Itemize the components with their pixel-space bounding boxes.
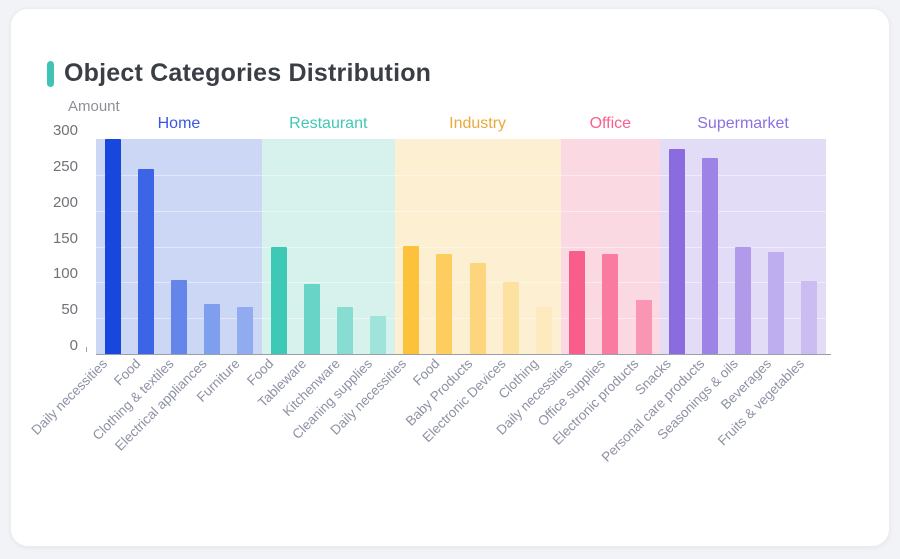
bar-home-clothing-textiles[interactable] — [170, 280, 187, 354]
x-tick — [86, 347, 87, 352]
bar-slot — [262, 139, 295, 354]
bar-slot — [594, 139, 627, 354]
bar-slot — [793, 139, 826, 354]
y-axis-title: Amount — [68, 98, 120, 115]
bar-slot — [96, 139, 129, 354]
title-accent-bar — [47, 60, 54, 87]
bar-slot — [229, 139, 262, 354]
bar-supermarket-personal-care-products[interactable] — [701, 158, 718, 354]
bar-slot — [162, 139, 195, 354]
bar-slot — [627, 139, 660, 354]
x-axis-line — [96, 354, 831, 355]
bar-slot — [494, 139, 527, 354]
bar-slot — [361, 139, 394, 354]
bar-slot — [196, 139, 229, 354]
category-band-restaurant — [261, 139, 395, 354]
bar-slot — [428, 139, 461, 354]
bar-supermarket-fruits-vegetables[interactable] — [801, 280, 818, 354]
category-band-home — [96, 139, 262, 354]
bar-home-electrical-appliances[interactable] — [204, 303, 221, 354]
y-tick-label-200: 200 — [52, 193, 78, 211]
bar-slot — [693, 139, 726, 354]
bar-industry-daily-necessities[interactable] — [403, 245, 420, 354]
bar-slot — [395, 139, 428, 354]
category-band-office — [560, 139, 661, 354]
bar-supermarket-seasonings-oils[interactable] — [735, 246, 752, 354]
bar-chart-plot-area — [96, 139, 826, 354]
chart-card: Object Categories Distribution Amount Ho… — [10, 8, 890, 547]
bar-supermarket-snacks[interactable] — [668, 149, 685, 354]
y-tick-label-300: 300 — [52, 122, 78, 139]
bar-slot — [129, 139, 162, 354]
bar-slot — [295, 139, 328, 354]
bar-industry-electronic-devices[interactable] — [502, 281, 519, 354]
group-label-restaurant: Restaurant — [289, 115, 368, 132]
bar-restaurant-food[interactable] — [270, 246, 287, 354]
bar-slot — [726, 139, 759, 354]
group-label-office: Office — [589, 115, 632, 132]
bar-restaurant-kitchenware[interactable] — [336, 306, 353, 354]
bar-office-office-supplies[interactable] — [602, 253, 619, 354]
bar-industry-clothing[interactable] — [535, 307, 552, 354]
category-band-supermarket — [660, 139, 826, 354]
bar-slot — [760, 139, 793, 354]
bar-supermarket-beverages[interactable] — [768, 252, 785, 354]
page-title: Object Categories Distribution — [64, 59, 432, 87]
bar-office-electronic-products[interactable] — [635, 299, 652, 354]
bar-home-daily-necessities[interactable] — [104, 139, 121, 354]
group-label-industry: Industry — [449, 115, 507, 132]
bar-industry-baby-products[interactable] — [469, 262, 486, 354]
bar-restaurant-cleaning-supplies[interactable] — [370, 316, 387, 354]
bar-slot — [561, 139, 594, 354]
y-tick-label-50: 50 — [61, 301, 78, 319]
group-label-home: Home — [157, 115, 201, 132]
y-tick-label-250: 250 — [52, 157, 78, 175]
bar-slot — [328, 139, 361, 354]
y-tick-label-150: 150 — [52, 229, 78, 247]
y-tick-label-100: 100 — [52, 265, 78, 283]
bar-slot — [527, 139, 560, 354]
category-band-industry — [394, 139, 561, 354]
group-label-supermarket: Supermarket — [697, 115, 789, 132]
bar-home-furniture[interactable] — [237, 307, 254, 354]
bar-restaurant-tableware[interactable] — [303, 283, 320, 354]
bar-home-food[interactable] — [137, 169, 154, 354]
y-tick-label-0: 0 — [69, 337, 78, 354]
bar-slot — [660, 139, 693, 354]
group-label-row: Home Restaurant Industry Office Supermarket — [96, 115, 826, 133]
bar-industry-food[interactable] — [436, 253, 453, 354]
chart-title-row: Object Categories Distribution — [47, 59, 431, 88]
bar-office-daily-necessities[interactable] — [569, 250, 586, 354]
bar-slot — [461, 139, 494, 354]
